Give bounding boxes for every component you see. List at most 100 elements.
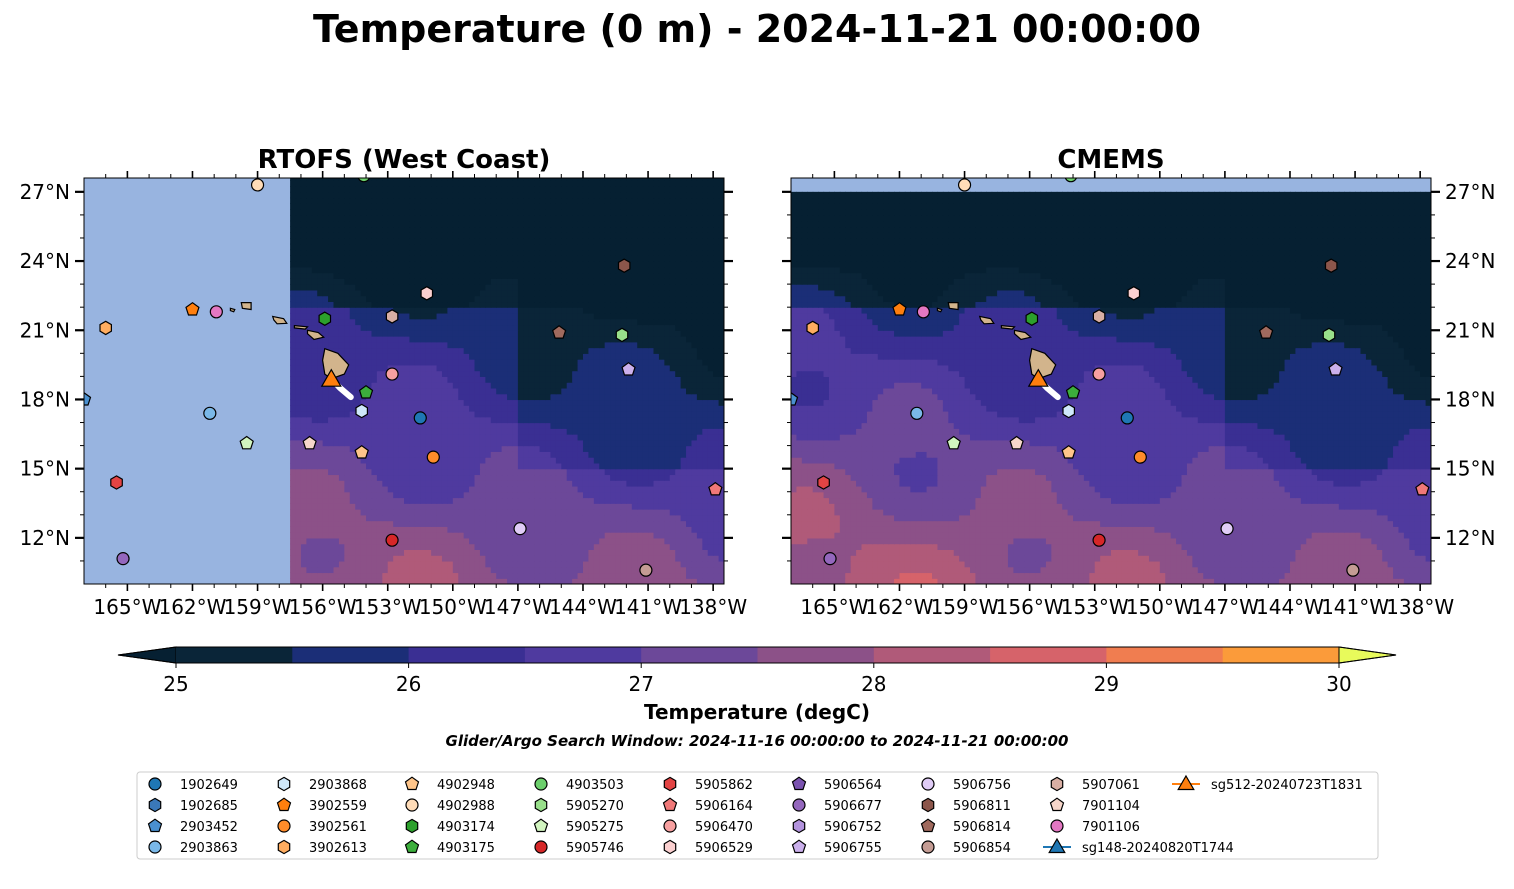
legend-label: 5905746 bbox=[566, 841, 624, 856]
legend-label: 5907061 bbox=[1082, 778, 1140, 793]
x-tick-label: 138°W bbox=[679, 595, 747, 619]
legend-marker bbox=[662, 797, 678, 812]
colorbar-tick-label: 29 bbox=[1094, 672, 1119, 696]
legend-item: 4903503 bbox=[534, 777, 624, 793]
colorbar-tick-label: 30 bbox=[1326, 672, 1351, 696]
legend-label: 1902685 bbox=[180, 799, 238, 814]
legend-item: 3902561 bbox=[277, 819, 367, 835]
rtofs-float-5906164 bbox=[708, 481, 723, 496]
legend-item: 3902559 bbox=[276, 797, 367, 814]
oahu bbox=[271, 315, 288, 325]
legend-label: 2903452 bbox=[180, 820, 238, 835]
panel-title-rtofs: RTOFS (West Coast) bbox=[258, 145, 551, 175]
legend-item: 5906752 bbox=[792, 818, 882, 835]
legend-item: 5907061 bbox=[1050, 776, 1140, 793]
cmems-float-5906755 bbox=[1328, 361, 1343, 376]
search-window-text: Glider/Argo Search Window: 2024-11-16 00… bbox=[446, 732, 1069, 750]
y-tick-label: 18°N bbox=[20, 387, 70, 411]
figure-title: Temperature (0 m) - 2024-11-21 00:00:00 bbox=[313, 7, 1201, 51]
legend-item: 5906677 bbox=[792, 798, 882, 814]
y-tick-label: 24°N bbox=[1445, 249, 1495, 273]
cmems-land-layer bbox=[936, 302, 1057, 380]
cmems-float-3902561 bbox=[1133, 450, 1147, 464]
legend-label: 5906814 bbox=[953, 820, 1011, 835]
colorbar-over-extension bbox=[1338, 646, 1397, 664]
y-tick-label: 15°N bbox=[20, 457, 70, 481]
rtofs-float-3902561 bbox=[426, 450, 440, 464]
rtofs-float-5905746 bbox=[385, 533, 399, 547]
y-tick-label: 27°N bbox=[1445, 180, 1495, 204]
oahu bbox=[978, 315, 995, 325]
colorbar-segment bbox=[757, 647, 875, 663]
legend-label: 1902649 bbox=[180, 778, 238, 793]
cmems-float-2903868 bbox=[1062, 403, 1076, 419]
legend-marker bbox=[921, 797, 935, 813]
legend-marker bbox=[1177, 774, 1195, 791]
colorbar-segment bbox=[176, 647, 293, 663]
cmems-temperature-field bbox=[791, 178, 1431, 584]
panel-title-cmems: CMEMS bbox=[1057, 145, 1164, 175]
legend-label: 5905862 bbox=[695, 778, 753, 793]
colorbar-under-extension bbox=[117, 646, 177, 664]
cmems-float-4903174 bbox=[1025, 311, 1039, 326]
legend-marker bbox=[276, 797, 292, 812]
legend-marker bbox=[534, 840, 548, 854]
rtofs-float-4903503 bbox=[357, 178, 371, 183]
legend-marker bbox=[1050, 776, 1064, 792]
legend-item: 5906811 bbox=[921, 797, 1011, 814]
legend-item: 1902685 bbox=[148, 797, 238, 814]
cmems-float-5906677 bbox=[823, 552, 837, 566]
legend-item: 4903174 bbox=[405, 818, 495, 835]
x-tick-label: 159°W bbox=[224, 595, 292, 619]
legend-label: 7901106 bbox=[1082, 820, 1140, 835]
y-tick-label: 12°N bbox=[1445, 526, 1495, 550]
cmems-float-5906164 bbox=[1415, 481, 1430, 496]
legend-label: sg512-20240723T1831 bbox=[1211, 778, 1363, 793]
legend-marker bbox=[534, 797, 548, 813]
cmems-float-4902988 bbox=[957, 178, 972, 192]
legend-label: 5906752 bbox=[824, 820, 882, 835]
legend-marker bbox=[920, 818, 936, 833]
cmems-float-2903452 bbox=[791, 391, 799, 406]
colorbar-segment bbox=[524, 647, 642, 663]
legend-item: 5906164 bbox=[662, 797, 753, 814]
legend-marker bbox=[791, 839, 807, 854]
rtofs-float-5906814 bbox=[551, 325, 567, 339]
legend-marker bbox=[534, 777, 548, 791]
rtofs-float-4903174 bbox=[318, 311, 332, 326]
legend-item: sg512-20240723T1831 bbox=[1172, 774, 1363, 793]
legend-marker bbox=[663, 819, 677, 833]
x-tick-label: 147°W bbox=[1191, 595, 1259, 619]
cmems-float-5906470 bbox=[1092, 367, 1106, 381]
legend: 1902649 1902685 2903452 2903863 2903868 39025… bbox=[136, 771, 1379, 860]
rtofs-map-panel bbox=[84, 178, 724, 584]
hawaii-big-island bbox=[1028, 347, 1057, 380]
x-tick-label: 159°W bbox=[931, 595, 999, 619]
niihau bbox=[936, 307, 943, 313]
cmems-float-4903175 bbox=[1065, 384, 1081, 399]
molokai bbox=[293, 324, 309, 330]
y-tick-label: 18°N bbox=[1445, 387, 1495, 411]
legend-item: 5906854 bbox=[921, 840, 1011, 856]
rtofs-float-5906756 bbox=[513, 522, 527, 536]
cmems-float-4903503 bbox=[1064, 178, 1078, 183]
legend-marker bbox=[663, 776, 677, 792]
rtofs-float-3902559 bbox=[185, 301, 200, 316]
x-tick-label: 150°W bbox=[1126, 595, 1194, 619]
y-tick-label: 24°N bbox=[20, 249, 70, 273]
legend-label: 5906854 bbox=[953, 841, 1011, 856]
legend-marker bbox=[921, 840, 935, 854]
colorbar-segment bbox=[408, 647, 526, 663]
molokai bbox=[1000, 324, 1016, 330]
legend-item: 2903863 bbox=[148, 840, 238, 856]
legend-marker bbox=[404, 839, 420, 854]
legend-item: 7901106 bbox=[1050, 819, 1140, 835]
rtofs-float-5906755 bbox=[621, 361, 636, 376]
rtofs-float-4903175 bbox=[358, 384, 374, 399]
x-tick-label: 165°W bbox=[93, 595, 161, 619]
legend-item: 5906564 bbox=[791, 776, 882, 793]
legend-marker bbox=[148, 797, 162, 813]
y-tick-label: 21°N bbox=[20, 318, 70, 342]
x-tick-label: 144°W bbox=[549, 595, 617, 619]
